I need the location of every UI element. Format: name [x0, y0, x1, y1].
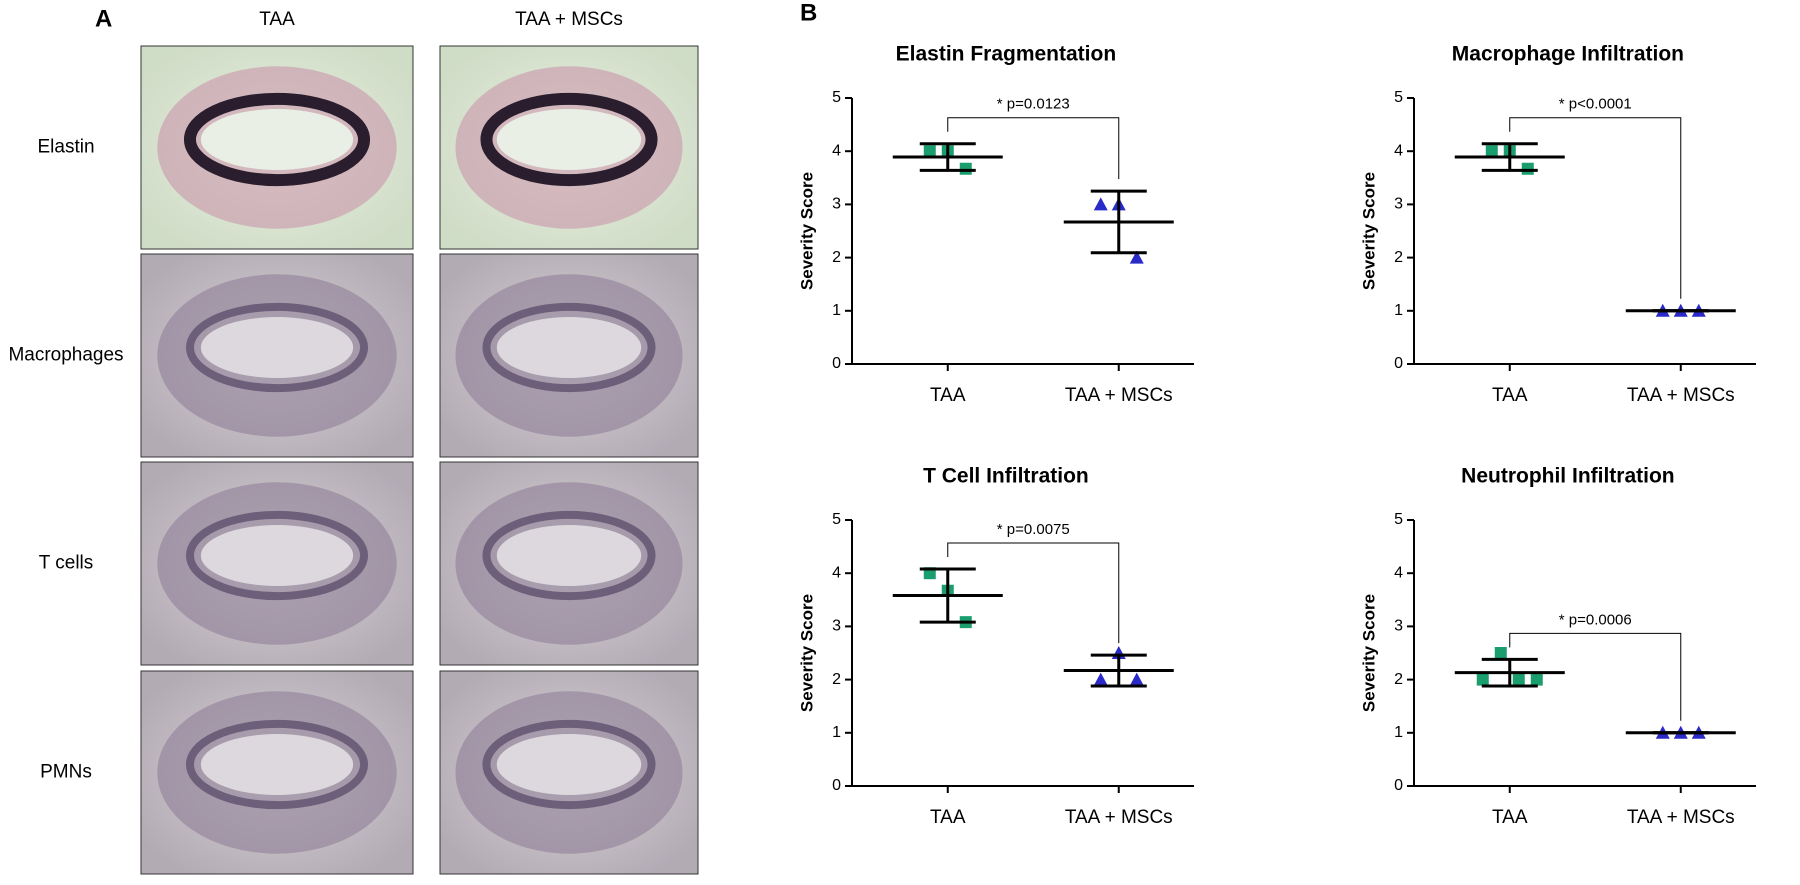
- significance-bracket: [1509, 117, 1682, 299]
- y-tick-label: 1: [832, 724, 841, 741]
- vessel-wall: [482, 719, 656, 810]
- y-tick-label: 5: [832, 89, 841, 106]
- y-tick-label: 0: [1394, 777, 1403, 794]
- data-point: [1093, 672, 1108, 686]
- row-label: T cells: [39, 553, 94, 574]
- chart-title: Elastin Fragmentation: [896, 43, 1117, 66]
- data-point: [1129, 672, 1144, 686]
- panel-b: Elastin Fragmentation Severity Score 0 1 2 3 4…: [797, 43, 1756, 828]
- chart-title: Macrophage Infiltration: [1452, 43, 1684, 66]
- lumen: [496, 317, 642, 378]
- row-label: Elastin: [37, 137, 94, 158]
- y-axis-label: Severity Score: [797, 594, 816, 712]
- row-label: PMNs: [40, 762, 92, 783]
- data-point: [1485, 145, 1498, 158]
- x-tick-label: TAA: [1492, 807, 1528, 828]
- y-tick-label: 5: [832, 511, 841, 528]
- y-tick-label: 0: [832, 777, 841, 794]
- data-point: [1530, 673, 1543, 686]
- y-tick-label: 3: [1394, 196, 1403, 213]
- vessel-wall: [482, 302, 656, 393]
- vessel-wall: [183, 92, 371, 187]
- p-value-annotation: * p=0.0075: [997, 521, 1070, 538]
- p-value-annotation: * p<0.0001: [1559, 96, 1632, 113]
- y-tick-label: 4: [832, 142, 841, 159]
- vessel-wall: [480, 92, 658, 187]
- data-point: [959, 162, 972, 175]
- y-tick-label: 0: [1394, 355, 1403, 372]
- y-tick-label: 1: [832, 302, 841, 319]
- y-tick-label: 4: [1394, 142, 1403, 159]
- y-tick-label: 2: [1394, 249, 1403, 266]
- x-tick-label: TAA: [1492, 385, 1528, 406]
- y-tick-label: 2: [1394, 671, 1403, 688]
- chart-title: Neutrophil Infiltration: [1461, 465, 1674, 488]
- p-value-annotation: * p=0.0006: [1559, 611, 1632, 628]
- significance-bracket: [947, 542, 1120, 644]
- data-point: [1521, 162, 1534, 175]
- y-axis-label: Severity Score: [1359, 594, 1378, 712]
- y-tick-label: 2: [832, 249, 841, 266]
- y-tick-label: 1: [1394, 302, 1403, 319]
- column-header: TAA + MSCs: [515, 9, 623, 30]
- x-tick-label: TAA + MSCs: [1627, 385, 1735, 406]
- y-tick-label: 5: [1394, 511, 1403, 528]
- lumen: [200, 109, 354, 170]
- lumen: [200, 525, 354, 586]
- row-label: Macrophages: [8, 345, 123, 366]
- lumen: [200, 317, 354, 378]
- y-tick-label: 5: [1394, 89, 1403, 106]
- y-axis-label: Severity Score: [1359, 172, 1378, 290]
- vessel-wall: [482, 510, 656, 601]
- significance-bracket: [947, 117, 1120, 180]
- y-tick-label: 2: [832, 671, 841, 688]
- column-header: TAA: [259, 9, 295, 30]
- lumen: [496, 109, 642, 170]
- y-tick-label: 3: [832, 618, 841, 635]
- vessel-wall: [185, 510, 369, 601]
- x-tick-label: TAA + MSCs: [1627, 807, 1735, 828]
- lumen: [200, 734, 354, 795]
- data-point: [1093, 197, 1108, 211]
- y-tick-label: 0: [832, 355, 841, 372]
- significance-bracket: [1509, 632, 1682, 721]
- data-point: [923, 145, 936, 158]
- vessel-wall: [185, 302, 369, 393]
- y-tick-label: 4: [832, 564, 841, 581]
- lumen: [496, 734, 642, 795]
- panel-label: B: [800, 0, 817, 26]
- lumen: [496, 525, 642, 586]
- chart-title: T Cell Infiltration: [923, 465, 1089, 488]
- y-tick-label: 1: [1394, 724, 1403, 741]
- x-tick-label: TAA + MSCs: [1065, 807, 1173, 828]
- x-tick-label: TAA: [930, 385, 966, 406]
- y-tick-label: 4: [1394, 564, 1403, 581]
- data-point: [1512, 673, 1525, 686]
- panel-label: A: [95, 5, 112, 32]
- data-point: [1494, 647, 1507, 659]
- p-value-annotation: * p=0.0123: [997, 96, 1070, 113]
- y-axis-label: Severity Score: [797, 172, 816, 290]
- vessel-wall: [185, 719, 369, 810]
- y-tick-label: 3: [832, 196, 841, 213]
- x-tick-label: TAA + MSCs: [1065, 385, 1173, 406]
- data-point: [1129, 250, 1144, 264]
- data-point: [1476, 673, 1489, 686]
- x-tick-label: TAA: [930, 807, 966, 828]
- panel-a: TAA TAA + MSCs Elastin Macrophages T cells PM…: [8, 9, 699, 875]
- y-tick-label: 3: [1394, 618, 1403, 635]
